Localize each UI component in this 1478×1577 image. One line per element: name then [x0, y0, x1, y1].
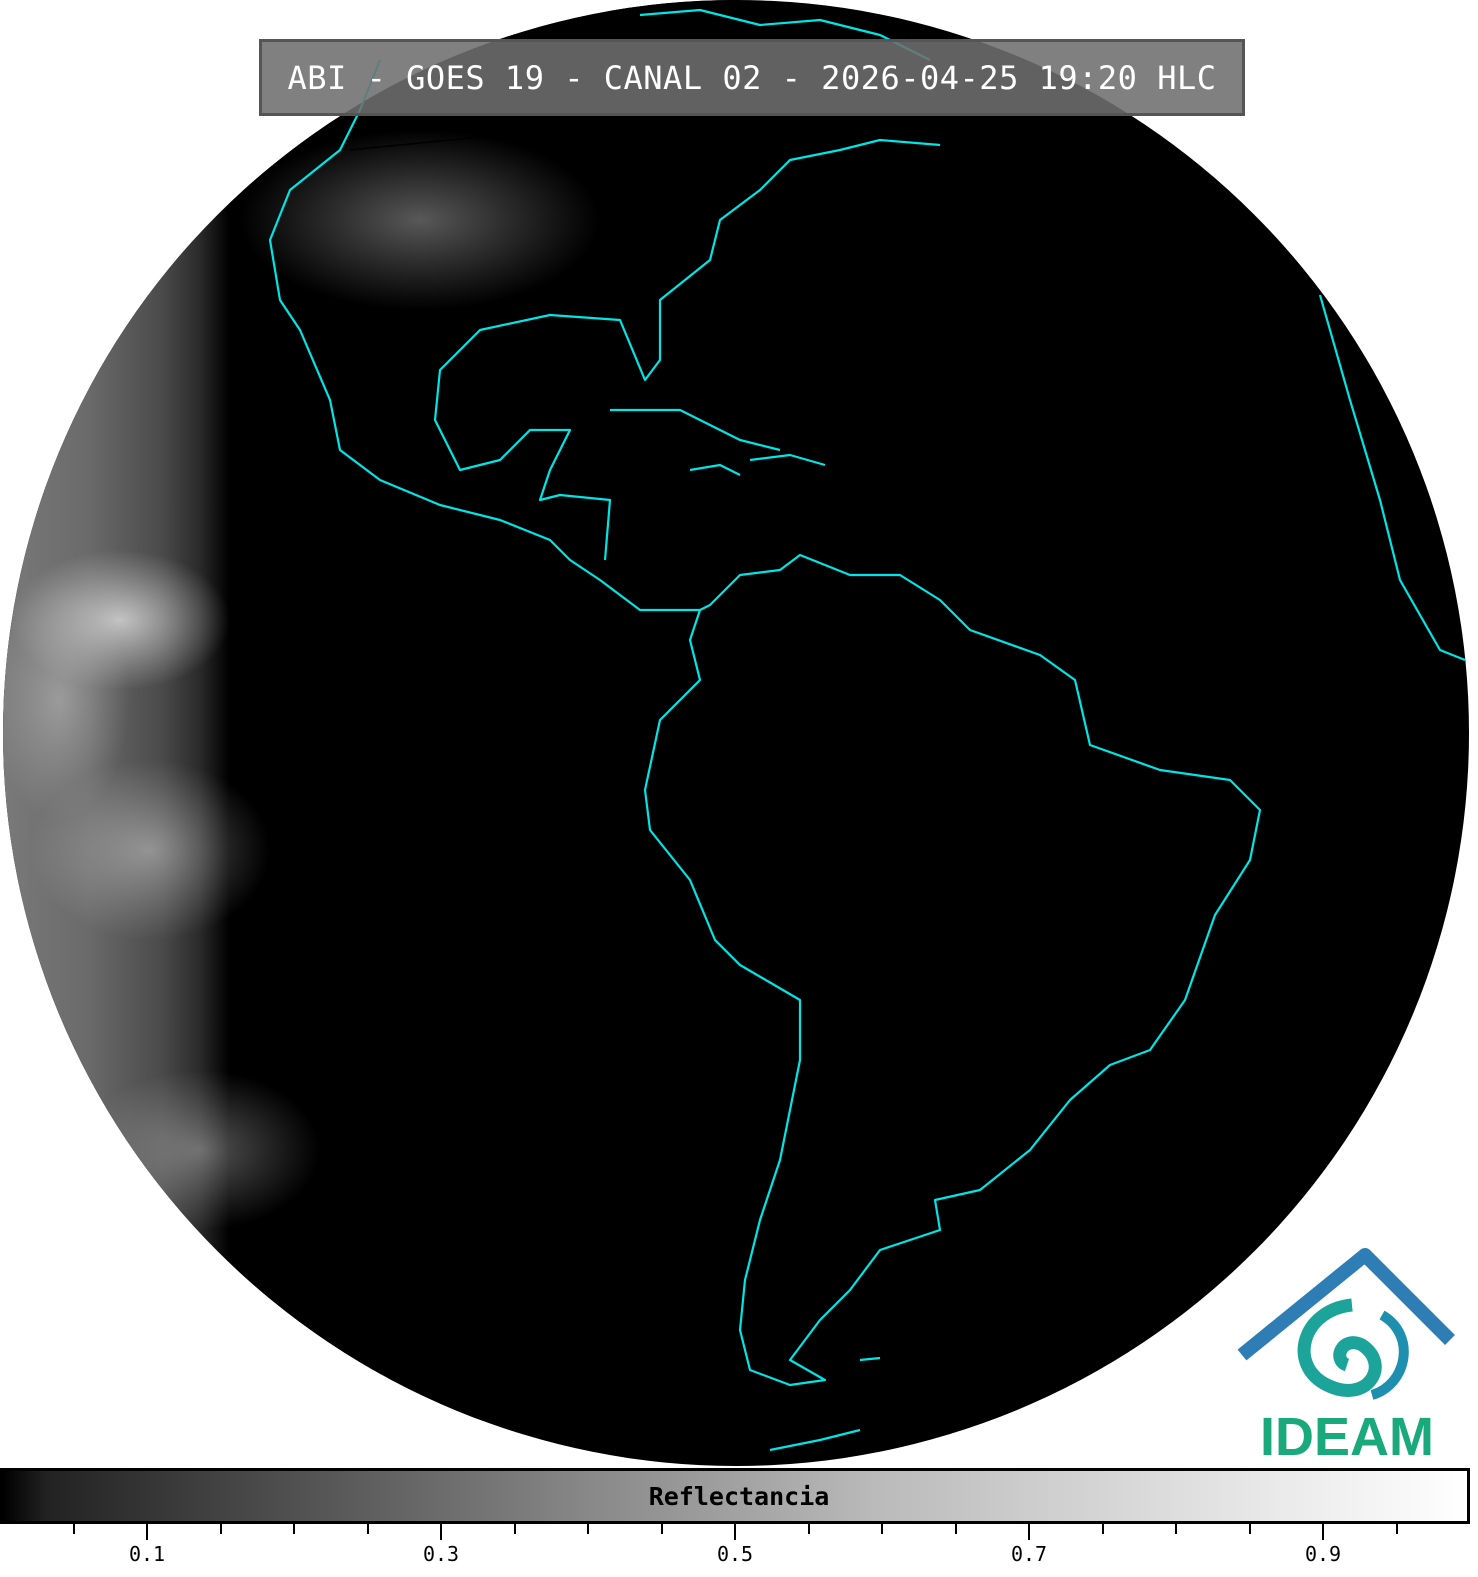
- major-tick: [1322, 1524, 1324, 1540]
- country-borders: [279, 129, 661, 371]
- minor-tick: [513, 1524, 516, 1534]
- minor-tick: [807, 1524, 810, 1534]
- minor-tick: [219, 1524, 222, 1534]
- colorbar-axis: 0.1 0.3 0.5 0.7 0.9: [0, 1524, 1478, 1577]
- image-title: ABI - GOES 19 - CANAL 02 - 2026-04-25 19…: [259, 39, 1245, 116]
- tick-label: 0.5: [716, 1542, 754, 1566]
- minor-tick: [366, 1524, 369, 1534]
- tick-label: 0.7: [1010, 1542, 1048, 1566]
- minor-tick: [1248, 1524, 1251, 1534]
- minor-tick: [881, 1524, 883, 1534]
- tick-label: 0.3: [422, 1542, 460, 1566]
- ideam-logo: IDEAM: [1237, 1248, 1455, 1465]
- major-tick: [440, 1524, 442, 1540]
- major-tick: [146, 1524, 148, 1540]
- minor-tick: [72, 1524, 75, 1534]
- major-tick: [734, 1524, 736, 1540]
- minor-tick: [1175, 1524, 1177, 1534]
- minor-tick: [1395, 1524, 1398, 1534]
- minor-tick: [660, 1524, 663, 1534]
- minor-tick: [954, 1524, 957, 1534]
- colorbar: [0, 1468, 1470, 1524]
- major-tick: [1028, 1524, 1030, 1540]
- svg-text:IDEAM: IDEAM: [1260, 1407, 1434, 1465]
- minor-tick: [293, 1524, 295, 1534]
- colorbar-label: Reflectancia: [648, 1482, 830, 1511]
- minor-tick: [1101, 1524, 1104, 1534]
- minor-tick: [587, 1524, 589, 1534]
- tick-label: 0.1: [128, 1542, 166, 1566]
- satellite-full-disk-image: [3, 0, 1469, 1466]
- coastlines: [268, 8, 1466, 1452]
- tick-label: 0.9: [1304, 1542, 1342, 1566]
